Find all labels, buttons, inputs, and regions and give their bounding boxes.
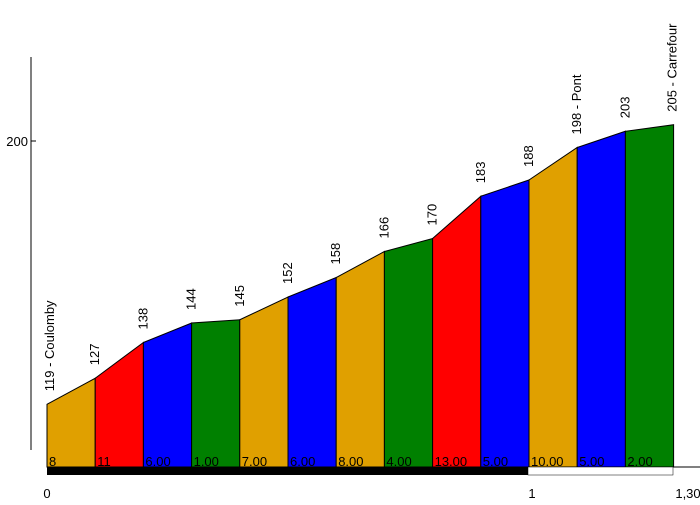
altitude-label: 152 xyxy=(280,262,295,284)
segment-gradient-label: 7.00 xyxy=(242,454,267,469)
segment-gradient-label: 13.00 xyxy=(435,454,468,469)
profile-segment xyxy=(191,319,241,468)
profile-segments xyxy=(46,124,675,468)
segment-gradient-label: 4.00 xyxy=(386,454,411,469)
segment-gradient-labels: 8 11 6.00 1.00 7.00 6.00 8.00 4.00 13.00 5.00 10.0… xyxy=(49,454,653,469)
segment-gradient-label: 5.00 xyxy=(483,454,508,469)
segment-gradient-label: 5.00 xyxy=(579,454,604,469)
profile-segment xyxy=(432,195,482,468)
segment-gradient-label: 8 xyxy=(49,454,56,469)
altitude-label: 127 xyxy=(87,344,102,366)
distance-bar-remaining xyxy=(527,466,674,476)
altitude-label: 203 xyxy=(617,97,632,119)
profile-segment xyxy=(576,130,626,468)
x-tick-label: 1,30 xyxy=(675,486,700,501)
profile-segment xyxy=(142,322,193,468)
segment-gradient-label: 10.00 xyxy=(531,454,564,469)
altitude-label: 198 - Pont xyxy=(569,74,584,134)
y-tick-label: 200 xyxy=(6,134,28,149)
segment-gradient-label: 6.00 xyxy=(145,454,170,469)
segment-gradient-label: 1.00 xyxy=(194,454,219,469)
profile-segment xyxy=(94,341,144,468)
distance-bar-km1 xyxy=(47,467,528,475)
profile-segment xyxy=(239,296,289,468)
altitude-label: 188 xyxy=(521,145,536,167)
altitude-label: 158 xyxy=(328,243,343,265)
distance-scale-bar: 0 1 1,30 xyxy=(43,466,700,501)
altitude-label: 144 xyxy=(184,288,199,310)
segment-gradient-label: 11 xyxy=(97,454,111,469)
altitude-label: 145 xyxy=(232,285,247,307)
altitude-label: 166 xyxy=(376,217,391,239)
x-tick-label: 1 xyxy=(528,486,535,501)
altitude-label: 205 - Carrefour xyxy=(665,23,680,112)
x-tick-label: 0 xyxy=(43,486,50,501)
altitude-label: 183 xyxy=(473,162,488,184)
segment-gradient-label: 2.00 xyxy=(627,454,652,469)
altitude-label: 170 xyxy=(425,204,440,226)
profile-segment xyxy=(335,250,385,468)
altitude-label: 138 xyxy=(135,308,150,330)
profile-segment xyxy=(624,124,675,468)
profile-segment xyxy=(480,179,530,468)
profile-segment xyxy=(287,276,337,468)
point-labels: 119 - Coulomby 127 138 144 145 152 158 166 170 18… xyxy=(42,23,680,391)
profile-segment xyxy=(528,146,578,468)
segment-gradient-label: 8.00 xyxy=(338,454,363,469)
altitude-label: 119 - Coulomby xyxy=(42,300,57,391)
profile-segment xyxy=(383,237,434,468)
segment-gradient-label: 6.00 xyxy=(290,454,315,469)
